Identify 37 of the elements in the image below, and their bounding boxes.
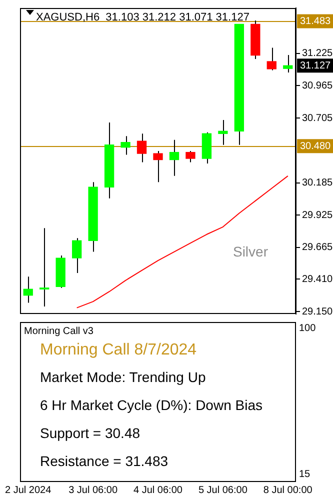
category-label: 3 Jul 06:00 — [68, 485, 118, 496]
candlestick — [23, 276, 33, 304]
candlestick — [283, 54, 293, 74]
ref-line-label: 30.480 — [300, 140, 332, 152]
candlestick — [136, 133, 147, 163]
chart-title: XAGUSD,H6 31.103 31.212 31.071 31.127 — [36, 12, 250, 24]
y-tick-label: 30.185 — [302, 178, 333, 189]
y-tick-label: 30.965 — [302, 80, 333, 92]
y-tick-label: 29.410 — [302, 274, 333, 285]
annotation: Silver — [232, 244, 268, 260]
candlestick — [266, 47, 276, 71]
category-label: 5 Jul 06:00 — [198, 485, 248, 496]
y-tick-label: 30.705 — [302, 112, 333, 124]
y-tick-label: 29.925 — [302, 210, 333, 221]
text: Morning Call 8/7/2024 — [40, 341, 197, 358]
y-tick-label: 29.665 — [302, 242, 333, 254]
category-label: 4 Jul 06:00 — [134, 485, 182, 496]
candlestick — [169, 139, 180, 176]
text: Support = 30.48 — [40, 424, 140, 441]
text: Morning Call v3 — [24, 326, 94, 337]
candlestick — [72, 238, 82, 274]
candlestick — [186, 150, 196, 163]
candlestick — [120, 136, 130, 156]
y-tick-label: 29.150 — [302, 306, 333, 318]
text: Market Mode: Trending Up — [40, 368, 206, 385]
candlestick — [218, 119, 228, 146]
candlestick — [153, 150, 163, 183]
y-tick-label: 31.225 — [302, 48, 333, 60]
text: Resistance = 31.483 — [40, 452, 168, 469]
text: 6 Hr Market Cycle (D%): Down Bias — [40, 396, 262, 413]
category-label: 8 Jul 00:00 — [263, 485, 312, 496]
candlestick — [40, 228, 50, 308]
annotation: 31.127 — [300, 60, 332, 72]
ref-line-label: 31.483 — [300, 16, 332, 28]
category-label: 2 Jul 2024 — [5, 485, 52, 496]
text: 15 — [299, 468, 311, 480]
text: 100 — [299, 322, 316, 334]
